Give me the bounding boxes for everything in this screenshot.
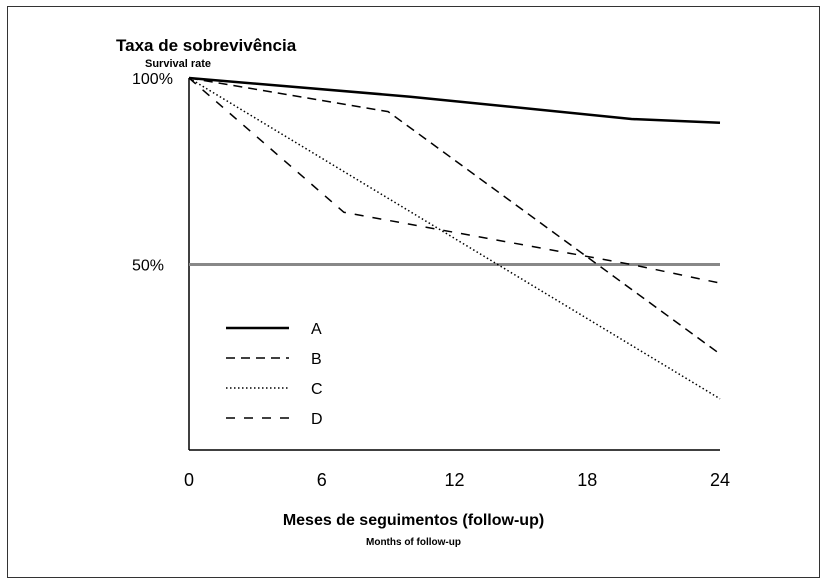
x-axis-subtitle: Months of follow-up	[366, 537, 461, 548]
legend-label-d: D	[311, 411, 323, 428]
chart-frame	[7, 6, 820, 578]
y-tick-label: 100%	[132, 71, 173, 88]
legend-label-c: C	[311, 381, 323, 398]
x-axis-title: Meses de seguimentos (follow-up)	[282, 512, 545, 529]
y-axis-title: Taxa de sobrevivência	[116, 36, 297, 55]
x-tick-label: 12	[444, 470, 464, 490]
series-line-b	[188, 77, 721, 355]
y-axis-subtitle: Survival rate	[145, 58, 212, 70]
x-tick-label: 18	[577, 470, 597, 490]
series-line-d	[188, 77, 721, 284]
x-tick-label: 24	[710, 470, 730, 490]
series-line-c	[188, 77, 721, 400]
x-tick-label: 6	[317, 470, 327, 490]
legend-label-b: B	[311, 351, 322, 368]
x-tick-label: 0	[184, 470, 194, 490]
series-line-a	[188, 76, 721, 125]
legend-label-a: A	[311, 321, 322, 338]
y-tick-label: 50%	[132, 258, 164, 275]
